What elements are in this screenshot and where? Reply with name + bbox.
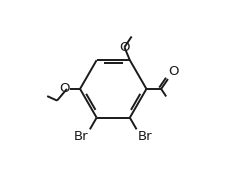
Text: O: O (119, 41, 130, 54)
Text: O: O (59, 82, 69, 95)
Text: Br: Br (137, 130, 152, 143)
Text: Br: Br (73, 130, 88, 143)
Text: O: O (169, 65, 179, 78)
